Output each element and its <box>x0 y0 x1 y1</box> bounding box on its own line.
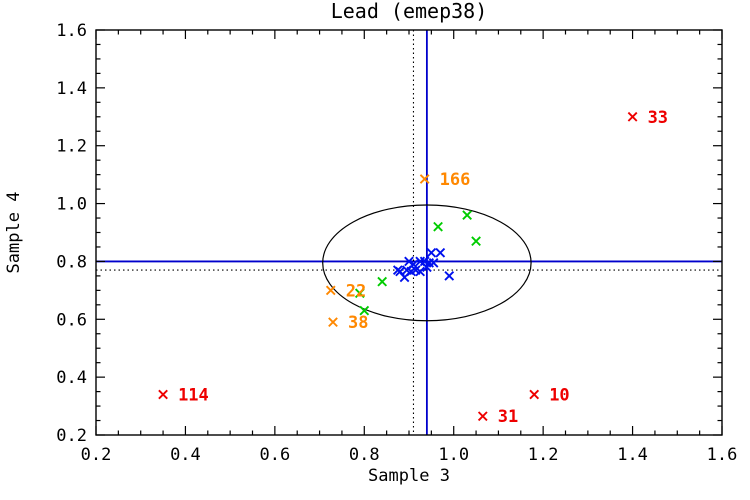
x-tick-label: 1.0 <box>438 445 469 465</box>
point-label-114: 114 <box>178 386 209 406</box>
x-tick-label: 0.6 <box>259 445 290 465</box>
x-tick-label: 0.4 <box>170 445 201 465</box>
data-point-stations-green <box>354 288 365 299</box>
data-point-31 <box>477 411 488 422</box>
point-label-31: 31 <box>498 407 518 427</box>
data-point-stations-blue <box>422 262 432 273</box>
data-point-stations-green <box>433 221 443 232</box>
data-point-38 <box>328 317 338 328</box>
x-tick-label: 0.8 <box>349 445 380 465</box>
chart-title: Lead (emep38) <box>331 0 488 23</box>
data-point-10 <box>529 389 540 400</box>
x-axis-label: Sample 3 <box>368 466 450 486</box>
data-point-stations-green <box>359 305 370 316</box>
plot-frame <box>95 29 723 436</box>
x-tick-label: 0.2 <box>81 445 112 465</box>
y-axis-label: Sample 4 <box>4 192 24 274</box>
y-tick-label: 0.8 <box>56 252 87 272</box>
data-point-stations-green <box>377 276 388 287</box>
x-tick-label: 1.6 <box>707 445 738 465</box>
data-point-stations-green <box>462 210 473 221</box>
data-point-stations-blue <box>404 256 414 267</box>
confidence-ellipse <box>322 204 532 322</box>
data-point-114 <box>158 389 168 400</box>
point-label-10: 10 <box>549 386 569 406</box>
point-label-38: 38 <box>348 313 368 333</box>
x-tick-label: 1.2 <box>528 445 559 465</box>
data-point-stations-blue <box>399 272 410 283</box>
point-label-22: 22 <box>346 281 366 301</box>
data-point-stations-green <box>471 236 481 247</box>
y-tick-label: 0.4 <box>56 368 87 388</box>
data-point-33 <box>627 111 638 122</box>
data-point-stations-blue <box>435 247 446 258</box>
x-tick-label: 1.4 <box>617 445 648 465</box>
y-tick-label: 1.4 <box>56 79 87 99</box>
data-point-stations-blue <box>426 247 437 258</box>
data-point-stations-blue <box>444 271 455 281</box>
data-point-stations-blue <box>415 266 426 277</box>
point-label-33: 33 <box>648 108 668 128</box>
y-tick-label: 0.2 <box>56 426 87 446</box>
point-label-166: 166 <box>440 170 471 190</box>
data-point-166 <box>419 174 430 184</box>
y-tick-label: 1.0 <box>56 195 87 215</box>
data-point-22 <box>325 285 336 296</box>
y-tick-label: 0.6 <box>56 310 87 330</box>
y-tick-label: 1.6 <box>56 21 87 41</box>
y-tick-label: 1.2 <box>56 137 87 157</box>
